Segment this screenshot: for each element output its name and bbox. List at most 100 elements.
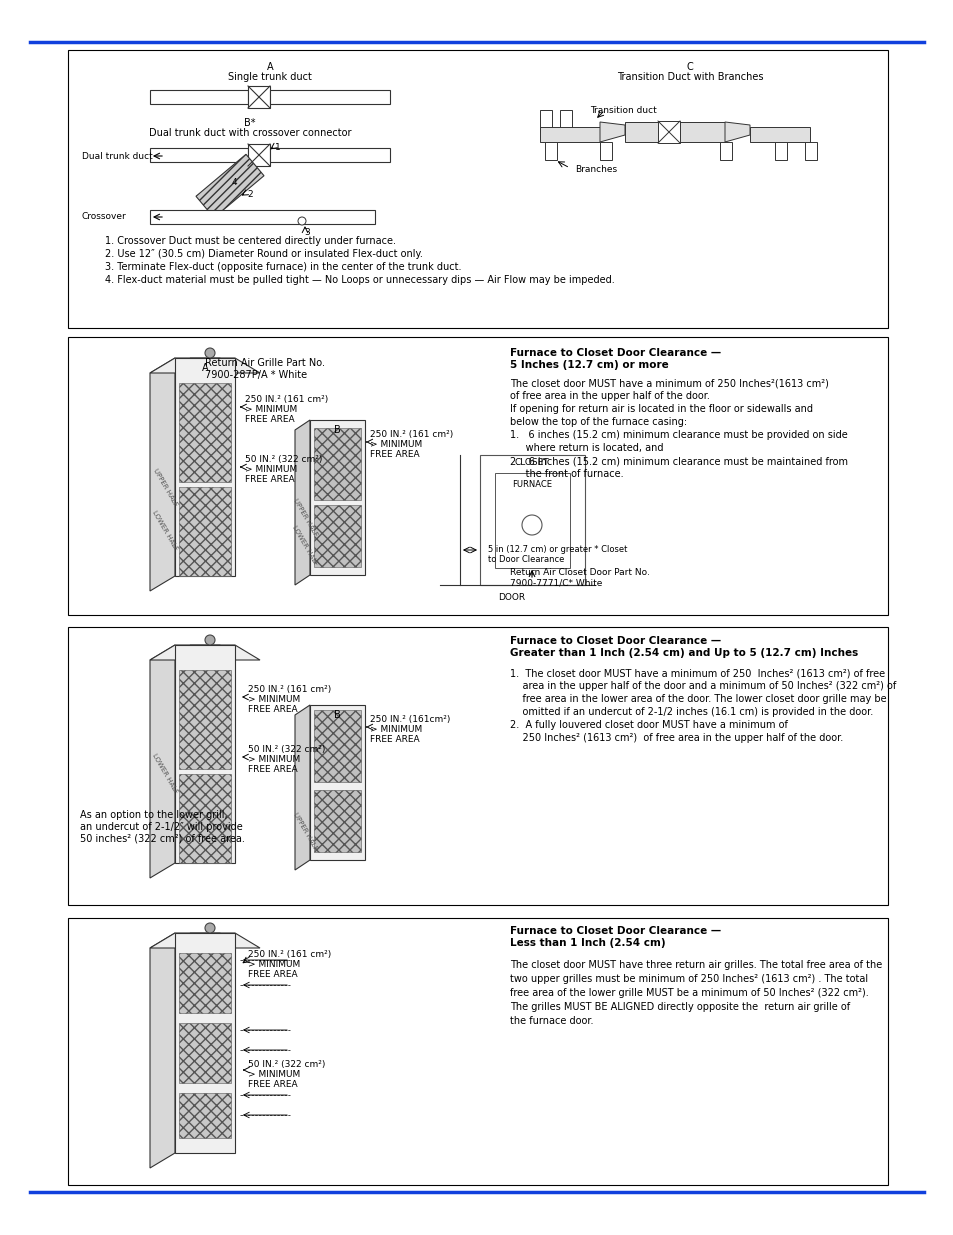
Text: 4. Flex-duct material must be pulled tight — No Loops or unnecessary dips — Air : 4. Flex-duct material must be pulled tig… [105,275,614,285]
Text: Furnace to Closet Door Clearance —: Furnace to Closet Door Clearance — [510,348,720,358]
Text: LOWER HALF: LOWER HALF [291,525,318,567]
Text: > MINIMUM: > MINIMUM [248,960,300,969]
Text: FREE AREA: FREE AREA [248,764,297,774]
Circle shape [205,348,214,358]
Text: 250 Inches² (1613 cm²)  of free area in the upper half of the door.: 250 Inches² (1613 cm²) of free area in t… [510,734,842,743]
Bar [270,148,390,162]
Bar [150,210,375,224]
Bar [559,110,572,132]
Text: 1.  The closet door MUST have a minimum of 250  Inches² (1613 cm²) of free: 1. The closet door MUST have a minimum o… [510,668,884,678]
Text: Crossover: Crossover [82,212,127,221]
Text: B: B [334,425,340,435]
Bar [314,505,360,567]
Polygon shape [150,358,260,373]
Text: If opening for return air is located in the floor or sidewalls and: If opening for return air is located in … [510,404,812,414]
Bar [179,1023,231,1083]
Text: FREE AREA: FREE AREA [370,735,419,743]
Bar [179,383,231,482]
Text: B: B [334,710,340,720]
Polygon shape [150,932,174,1168]
Text: 2: 2 [247,190,253,199]
Text: 2.   6 inches (15.2 cm) minimum clearance must be maintained from: 2. 6 inches (15.2 cm) minimum clearance … [510,456,847,466]
Text: > MINIMUM: > MINIMUM [245,405,297,414]
Text: 1: 1 [274,143,280,152]
Text: FREE AREA: FREE AREA [248,969,297,979]
Text: area in the upper half of the door and a minimum of 50 Inches² (322 cm²) of: area in the upper half of the door and a… [510,680,895,692]
Text: where return is located, and: where return is located, and [510,443,662,453]
Text: free area of the lower grille MUST be a minimum of 50 Inches² (322 cm²).: free area of the lower grille MUST be a … [510,988,868,998]
Text: > MINIMUM: > MINIMUM [370,440,422,450]
Circle shape [205,635,214,645]
Polygon shape [294,705,310,869]
Polygon shape [150,932,260,948]
Text: 250 IN.² (161 cm²): 250 IN.² (161 cm²) [370,430,453,438]
Bar [495,473,569,568]
Polygon shape [190,645,228,653]
Polygon shape [190,932,228,941]
Text: CLOSET: CLOSET [515,458,549,467]
Text: 1. Crossover Duct must be centered directly under furnace.: 1. Crossover Duct must be centered direc… [105,236,395,246]
Text: 7900-7771/C* White: 7900-7771/C* White [510,578,601,587]
Text: Furnace to Closet Door Clearance —: Furnace to Closet Door Clearance — [510,636,720,646]
Bar [310,420,365,576]
Text: Greater than 1 Inch (2.54 cm) and Up to 5 (12.7 cm) Inches: Greater than 1 Inch (2.54 cm) and Up to … [510,648,858,658]
Text: Dual trunk duct with crossover connector: Dual trunk duct with crossover connector [149,128,351,138]
Text: Dual trunk duct: Dual trunk duct [82,152,152,161]
Text: FURNACE: FURNACE [512,480,552,489]
Bar [248,86,270,107]
Text: > MINIMUM: > MINIMUM [370,725,422,734]
Bar [539,127,599,142]
Text: Furnace to Closet Door Clearance —: Furnace to Closet Door Clearance — [510,926,720,936]
Bar [150,90,248,104]
Polygon shape [150,645,260,659]
Text: Less than 1 Inch (2.54 cm): Less than 1 Inch (2.54 cm) [510,939,665,948]
Polygon shape [724,122,749,142]
Text: the furnace door.: the furnace door. [510,1016,593,1026]
Text: to Door Clearance: to Door Clearance [488,555,564,564]
Bar [624,122,724,142]
Text: 3: 3 [304,228,310,237]
Bar [174,645,234,863]
Text: FREE AREA: FREE AREA [245,415,294,424]
Text: > MINIMUM: > MINIMUM [248,695,300,704]
Text: 250 IN.² (161 cm²): 250 IN.² (161 cm²) [248,685,331,694]
Text: The closet door MUST have three return air grilles. The total free area of the: The closet door MUST have three return a… [510,960,882,969]
Text: FREE AREA: FREE AREA [245,475,294,484]
Text: Single trunk duct: Single trunk duct [228,72,312,82]
Text: As an option to the lower grill,
an undercut of 2-1/2″ will provide
50 inches² (: As an option to the lower grill, an unde… [80,810,245,844]
Bar [310,705,365,860]
Text: 3. Terminate Flex-duct (opposite furnace) in the center of the trunk duct.: 3. Terminate Flex-duct (opposite furnace… [105,262,461,272]
Bar [150,148,248,162]
Text: 2. Use 12″ (30.5 cm) Diameter Round or insulated Flex-duct only.: 2. Use 12″ (30.5 cm) Diameter Round or i… [105,249,422,259]
Bar [804,142,816,161]
Polygon shape [599,122,624,142]
Text: UPPER HALF: UPPER HALF [152,467,178,506]
Text: UPPER HALF: UPPER HALF [292,811,318,851]
Text: Branches: Branches [575,165,617,174]
Bar [68,337,887,615]
Text: Return Air Grille Part No.
7900-287P/A * White: Return Air Grille Part No. 7900-287P/A *… [205,358,325,379]
Bar [749,127,809,142]
Bar [174,358,234,576]
Text: > MINIMUM: > MINIMUM [248,755,300,764]
Text: Return Air Closet Door Part No.: Return Air Closet Door Part No. [510,568,649,577]
Polygon shape [150,358,174,592]
Bar [68,49,887,329]
Text: 250 IN.² (161cm²): 250 IN.² (161cm²) [370,715,450,724]
Bar [314,429,360,500]
Text: Transition Duct with Branches: Transition Duct with Branches [616,72,762,82]
Bar [539,110,552,132]
Text: 250 IN.² (161 cm²): 250 IN.² (161 cm²) [245,395,328,404]
Bar [544,142,557,161]
Bar [68,627,887,905]
Text: 50 IN.² (322 cm²): 50 IN.² (322 cm²) [245,454,322,464]
Bar [179,1093,231,1137]
Text: 1.   6 inches (15.2 cm) minimum clearance must be provided on side: 1. 6 inches (15.2 cm) minimum clearance … [510,430,847,440]
Text: DOOR: DOOR [497,593,525,601]
Bar [314,710,360,782]
Text: 50 IN.² (322 cm²): 50 IN.² (322 cm²) [248,745,325,755]
Text: the front of furnace.: the front of furnace. [510,469,623,479]
Text: 250 IN.² (161 cm²): 250 IN.² (161 cm²) [248,950,331,960]
Text: omitted if an undercut of 2-1/2 inches (16.1 cm) is provided in the door.: omitted if an undercut of 2-1/2 inches (… [510,706,872,718]
Text: A: A [267,62,273,72]
